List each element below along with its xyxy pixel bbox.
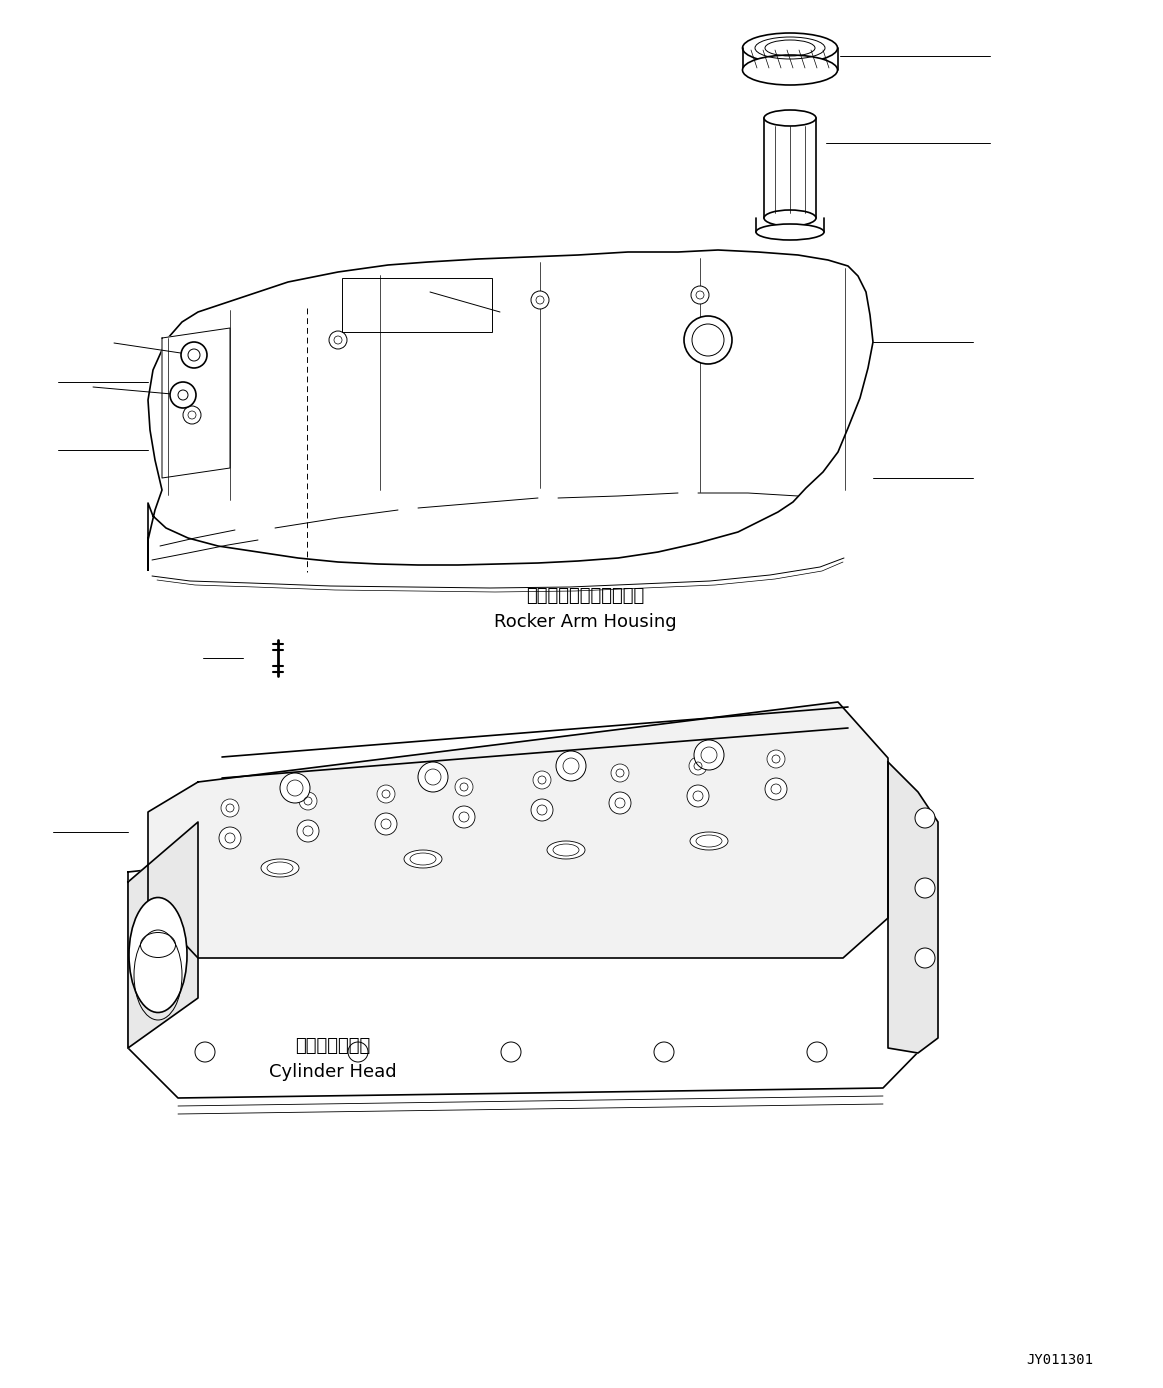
Polygon shape <box>128 822 198 1048</box>
Circle shape <box>531 799 552 820</box>
Text: ロッカアームハウジング: ロッカアームハウジング <box>526 587 644 605</box>
Ellipse shape <box>690 831 728 849</box>
Circle shape <box>694 740 725 770</box>
Circle shape <box>418 762 448 793</box>
Circle shape <box>765 779 787 799</box>
Circle shape <box>556 751 586 781</box>
Circle shape <box>684 316 732 364</box>
Ellipse shape <box>764 110 816 126</box>
Circle shape <box>609 793 632 813</box>
Circle shape <box>654 1042 675 1062</box>
Circle shape <box>687 786 709 806</box>
Circle shape <box>915 808 935 829</box>
Circle shape <box>611 763 629 781</box>
Text: Rocker Arm Housing: Rocker Arm Housing <box>493 613 677 632</box>
Circle shape <box>299 793 317 811</box>
Circle shape <box>455 779 473 795</box>
Circle shape <box>348 1042 368 1062</box>
Circle shape <box>807 1042 827 1062</box>
Ellipse shape <box>742 56 837 85</box>
Ellipse shape <box>129 898 187 1012</box>
Circle shape <box>501 1042 521 1062</box>
Ellipse shape <box>404 849 442 868</box>
Text: Cylinder Head: Cylinder Head <box>269 1063 397 1081</box>
Polygon shape <box>162 328 230 477</box>
Circle shape <box>454 806 475 829</box>
Circle shape <box>533 770 551 788</box>
Ellipse shape <box>756 223 825 240</box>
Circle shape <box>374 813 397 836</box>
Circle shape <box>170 382 197 408</box>
Text: シリンダヘッド: シリンダヘッド <box>295 1037 371 1055</box>
Circle shape <box>195 1042 215 1062</box>
Circle shape <box>221 799 240 818</box>
Polygon shape <box>148 702 889 958</box>
Ellipse shape <box>547 841 585 859</box>
Circle shape <box>280 773 311 804</box>
Circle shape <box>181 341 207 368</box>
Circle shape <box>688 756 707 775</box>
Bar <box>342 278 492 332</box>
Circle shape <box>183 407 201 423</box>
Circle shape <box>219 827 241 849</box>
Polygon shape <box>148 250 873 570</box>
Circle shape <box>377 786 395 804</box>
Ellipse shape <box>764 210 816 226</box>
Circle shape <box>329 330 347 348</box>
Circle shape <box>915 879 935 898</box>
Circle shape <box>915 948 935 967</box>
Ellipse shape <box>261 859 299 877</box>
Circle shape <box>297 820 319 843</box>
Polygon shape <box>889 762 939 1053</box>
Circle shape <box>691 286 709 304</box>
Polygon shape <box>128 793 928 1098</box>
Text: JY011301: JY011301 <box>1027 1353 1093 1367</box>
Ellipse shape <box>742 33 837 62</box>
Circle shape <box>531 291 549 310</box>
Circle shape <box>768 750 785 768</box>
